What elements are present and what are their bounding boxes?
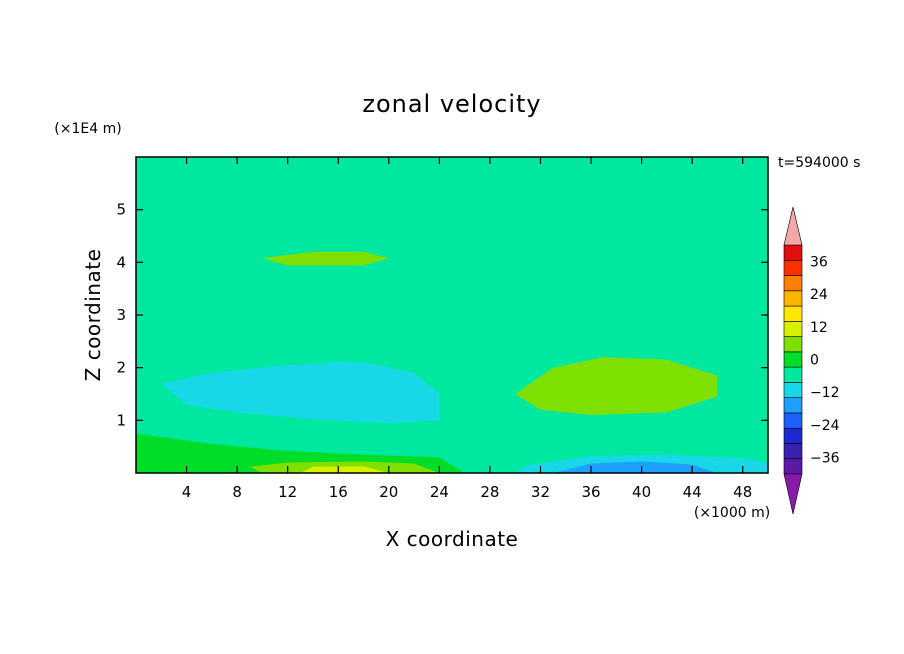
x-tick-label: 44 <box>683 483 702 501</box>
y-tick-label: 3 <box>116 306 126 324</box>
x-tick-label: 32 <box>531 483 550 501</box>
colorbar-segment <box>783 412 803 429</box>
x-tick-label: 16 <box>329 483 348 501</box>
chart-title: zonal velocity <box>362 90 541 118</box>
colorbar-over-arrow <box>783 206 803 246</box>
contour-region-8 <box>287 361 389 382</box>
y-tick-label: 5 <box>116 201 126 219</box>
colorbar-tick-label: 0 <box>810 353 819 369</box>
colorbar-segment <box>783 366 803 383</box>
colorbar-segment <box>783 275 803 292</box>
contour-region-4 <box>136 312 768 341</box>
colorbar-segment <box>783 351 803 368</box>
colorbar-segment <box>783 259 803 276</box>
x-tick-label: 40 <box>632 483 651 501</box>
contour-region-2 <box>136 242 768 284</box>
x-tick-label: 36 <box>581 483 600 501</box>
colorbar-tick-label: 24 <box>810 287 828 303</box>
colorbar-segment <box>783 458 803 475</box>
contour-region-1 <box>136 208 768 227</box>
x-axis-ticks: 4 8 12 16 20 24 28 32 36 40 44 48 <box>182 157 752 501</box>
colorbar-tick-label: −24 <box>810 418 840 434</box>
colorbar-segment <box>783 321 803 337</box>
x-unit-label: (×1000 m) <box>694 505 770 521</box>
x-tick-label: 24 <box>430 483 449 501</box>
time-label: t=594000 s <box>778 155 860 171</box>
colorbar-under-arrow <box>783 473 803 515</box>
y-tick-label: 4 <box>116 253 126 271</box>
contour-region-12 <box>300 466 389 473</box>
x-tick-label: 12 <box>278 483 297 501</box>
colorbar-tick-label: −12 <box>810 385 840 401</box>
colorbar-segment <box>783 382 803 398</box>
x-tick-label: 28 <box>480 483 499 501</box>
colorbar-segment <box>783 336 803 353</box>
x-tick-label: 20 <box>379 483 398 501</box>
y-axis-ticks: 1 2 3 4 5 <box>116 201 768 429</box>
colorbar-segment <box>783 244 803 261</box>
contour-region-14 <box>553 461 718 473</box>
contour-regions <box>136 159 768 473</box>
x-tick-label: 48 <box>733 483 752 501</box>
y-tick-label: 1 <box>116 411 126 429</box>
colorbar-tick-label: 12 <box>810 320 828 336</box>
y-tick-label: 2 <box>116 359 126 377</box>
colorbar-tick-label: −36 <box>810 451 840 467</box>
contour-region-3 <box>262 251 389 266</box>
x-axis-label: X coordinate <box>386 527 519 551</box>
y-unit-label: (×1E4 m) <box>54 121 121 137</box>
colorbar-segment <box>783 443 803 460</box>
colorbar-segment <box>783 397 803 414</box>
colorbar: 36 24 12 0 −12 −24 −36 <box>783 206 840 515</box>
contour-region-9 <box>515 357 718 416</box>
colorbar-segment <box>783 290 803 307</box>
contour-region-0 <box>136 159 768 184</box>
y-axis-label: Z coordinate <box>81 249 105 382</box>
colorbar-segment <box>783 427 803 444</box>
colorbar-tick-label: 36 <box>810 254 828 270</box>
x-tick-label: 8 <box>232 483 242 501</box>
x-tick-label: 4 <box>182 483 192 501</box>
colorbar-segment <box>783 305 803 322</box>
